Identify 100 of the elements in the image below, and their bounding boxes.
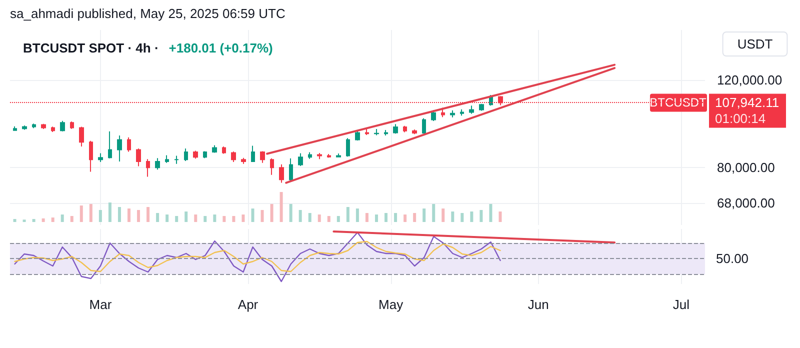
candlestick (146, 158, 150, 178)
bar (13, 219, 16, 222)
bar (184, 212, 188, 222)
bar (137, 210, 140, 222)
candlestick (460, 108, 464, 116)
ref-line-label: 107,942.11 (715, 95, 780, 110)
candlestick (251, 145, 255, 163)
candlestick (155, 158, 160, 170)
bar (51, 218, 54, 222)
candlestick (212, 144, 217, 154)
text: 50.00 (716, 251, 749, 266)
bar (213, 214, 216, 222)
bar (260, 210, 264, 222)
candlestick (41, 123, 46, 130)
bar (222, 216, 226, 222)
bar (242, 214, 245, 222)
candlestick (70, 120, 74, 130)
bar (460, 213, 464, 222)
bar (480, 210, 483, 222)
bar (489, 204, 492, 222)
bar (289, 204, 292, 222)
candlestick (241, 157, 246, 164)
bar (356, 208, 359, 222)
candlestick (365, 128, 369, 136)
y-tick-label: 68,000.00 (717, 195, 775, 210)
bar (336, 216, 340, 222)
bar (404, 214, 407, 222)
candlestick (231, 150, 236, 163)
candlestick (89, 140, 93, 172)
candlestick (127, 136, 131, 152)
candlestick (346, 138, 350, 158)
candlestick (384, 129, 388, 136)
candlestick (98, 152, 103, 163)
candlestick (450, 110, 455, 118)
candlestick (374, 128, 379, 136)
x-tick-label: Mar (89, 297, 112, 312)
candlestick (441, 107, 445, 118)
candlestick (184, 148, 188, 162)
bar (204, 216, 207, 222)
bar (280, 192, 283, 222)
candlestick (193, 150, 198, 160)
bar (118, 207, 121, 222)
bar (327, 216, 330, 222)
bar (384, 213, 388, 222)
candlestick (289, 158, 293, 181)
x-tick-label: Apr (238, 297, 259, 312)
bar (308, 213, 312, 222)
bar (298, 210, 302, 222)
x-tick-label: May (378, 297, 404, 312)
candlestick (355, 130, 360, 141)
bar (422, 208, 426, 222)
bar (470, 212, 474, 222)
candlestick (165, 154, 169, 164)
candlestick (469, 105, 474, 114)
bar (432, 204, 436, 222)
candlestick (108, 130, 112, 159)
candlestick (422, 118, 426, 134)
candlestick (403, 125, 407, 133)
bar (232, 216, 236, 222)
bar (175, 216, 178, 222)
candlestick (203, 150, 207, 159)
bar (498, 212, 502, 222)
text: BTCUSDT SPOT · 4h · (23, 40, 159, 56)
candlestick (270, 158, 274, 176)
candlestick (479, 103, 484, 112)
bar (146, 207, 150, 222)
bar (413, 213, 416, 222)
candlestick (117, 134, 122, 162)
text: 01:00:14 (715, 111, 766, 126)
candlestick (279, 164, 284, 184)
bar (365, 213, 368, 222)
bar (42, 218, 45, 222)
bar (270, 204, 274, 222)
candlestick (136, 148, 141, 167)
candlestick (79, 126, 84, 148)
bar (194, 214, 198, 222)
bar (70, 216, 74, 222)
bar (442, 208, 445, 222)
candlestick (222, 146, 226, 154)
candlestick (51, 126, 55, 133)
candlestick (174, 155, 179, 164)
y-tick-label: 80,000.00 (717, 160, 775, 176)
candlestick (393, 124, 398, 134)
bar (98, 210, 102, 222)
bar (166, 214, 169, 222)
bar (80, 206, 83, 222)
text: +180.01 (+0.17%) (168, 40, 273, 56)
bar (89, 204, 92, 222)
candlestick (336, 153, 341, 158)
candlestick (13, 126, 17, 132)
bar (451, 212, 454, 222)
candlestick (32, 123, 36, 129)
bar (374, 214, 378, 222)
bar (318, 214, 321, 222)
bar (346, 207, 350, 222)
y-axis-title: USDT (737, 36, 773, 52)
bar (32, 219, 36, 222)
bar (108, 202, 112, 222)
x-tick-label: Jun (528, 297, 549, 312)
candlestick (308, 152, 312, 160)
